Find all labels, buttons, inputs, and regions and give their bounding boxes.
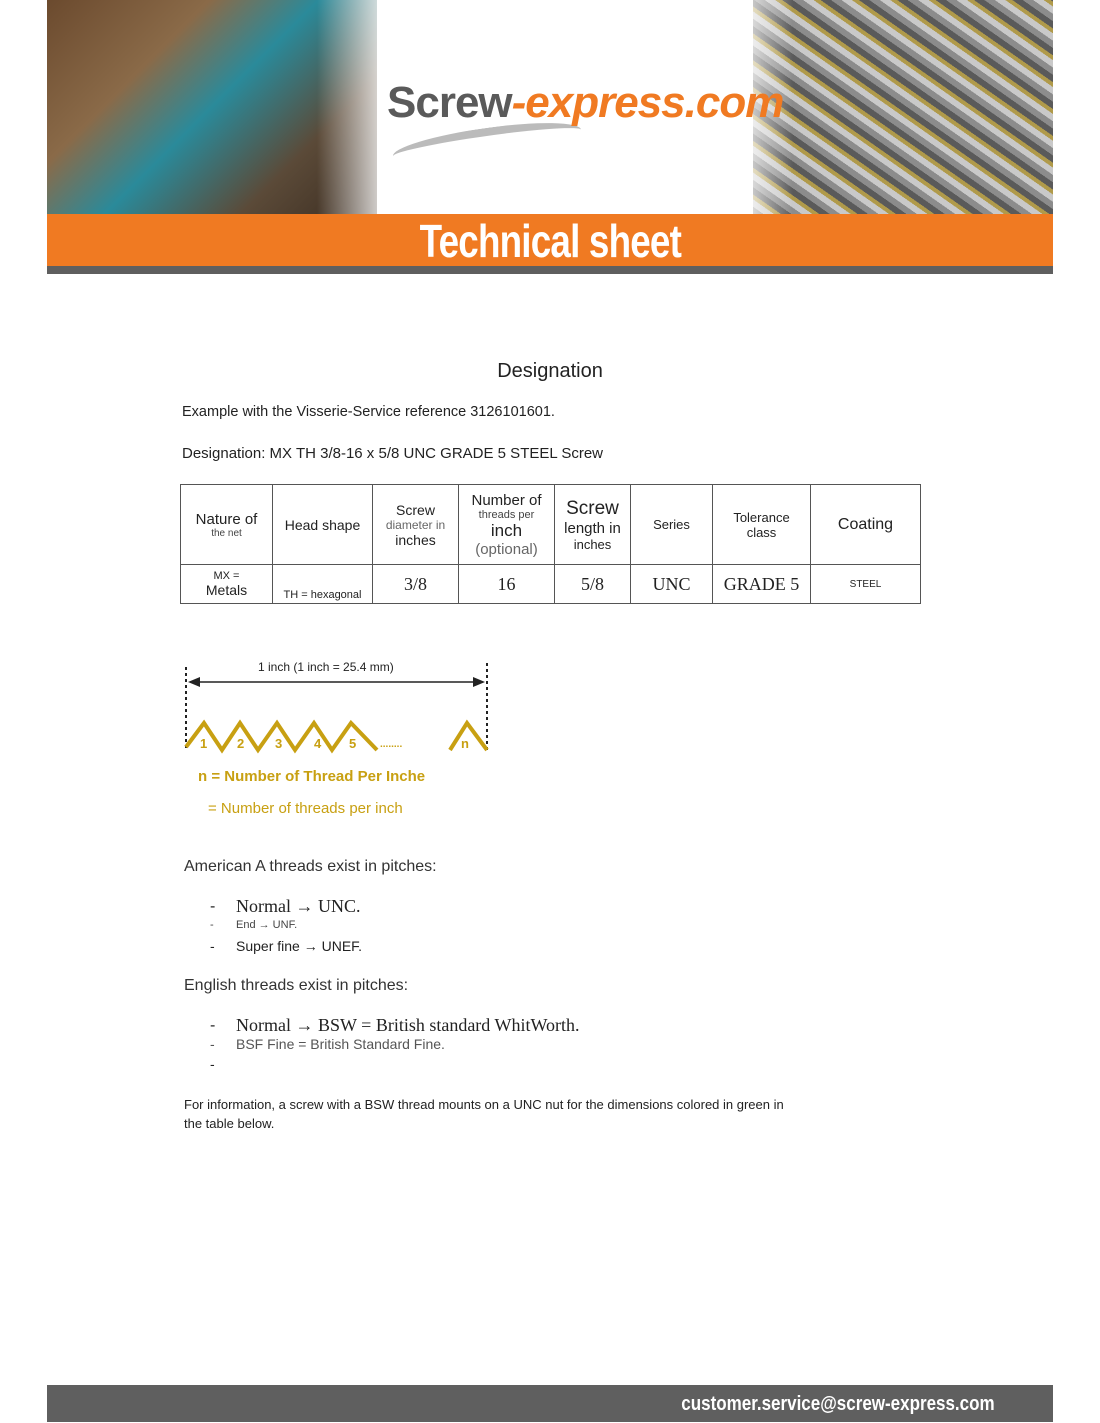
intro: Example with the Visserie-Service refere…	[182, 404, 555, 420]
divider	[47, 266, 1053, 274]
note-line-2: the table below.	[184, 1116, 275, 1131]
banner: Technical sheet	[47, 214, 1053, 267]
american-heading: American A threads exist in pitches:	[184, 858, 437, 875]
thread-pitch-diagram: 1 inch (1 inch = 25.4 mm) 1 2 3 4 5 ....…	[180, 655, 500, 825]
english-heading: English threads exist in pitches:	[184, 977, 409, 994]
screws-photo	[753, 0, 1053, 214]
table-row: MX = Metals TH = hexagonal 3/8 16 5/8 UNC…	[180, 564, 921, 604]
page-title: Designation	[497, 360, 603, 382]
footer: customer.service@screw-express.com	[47, 1385, 1053, 1422]
header: Screw-express.com Technical sheet	[47, 0, 1053, 274]
designation-table: Nature of the net Head shape Screw diamete…	[180, 484, 921, 604]
logo: Screw-express.com	[387, 78, 784, 127]
email-link[interactable]: customer.service@screw-express.com	[681, 1393, 995, 1415]
designation: Designation: MX TH 3/8-16 x 5/8 UNC GRAD…	[182, 445, 603, 462]
note-line-1: For information, a screw with a BSW thre…	[184, 1097, 784, 1112]
